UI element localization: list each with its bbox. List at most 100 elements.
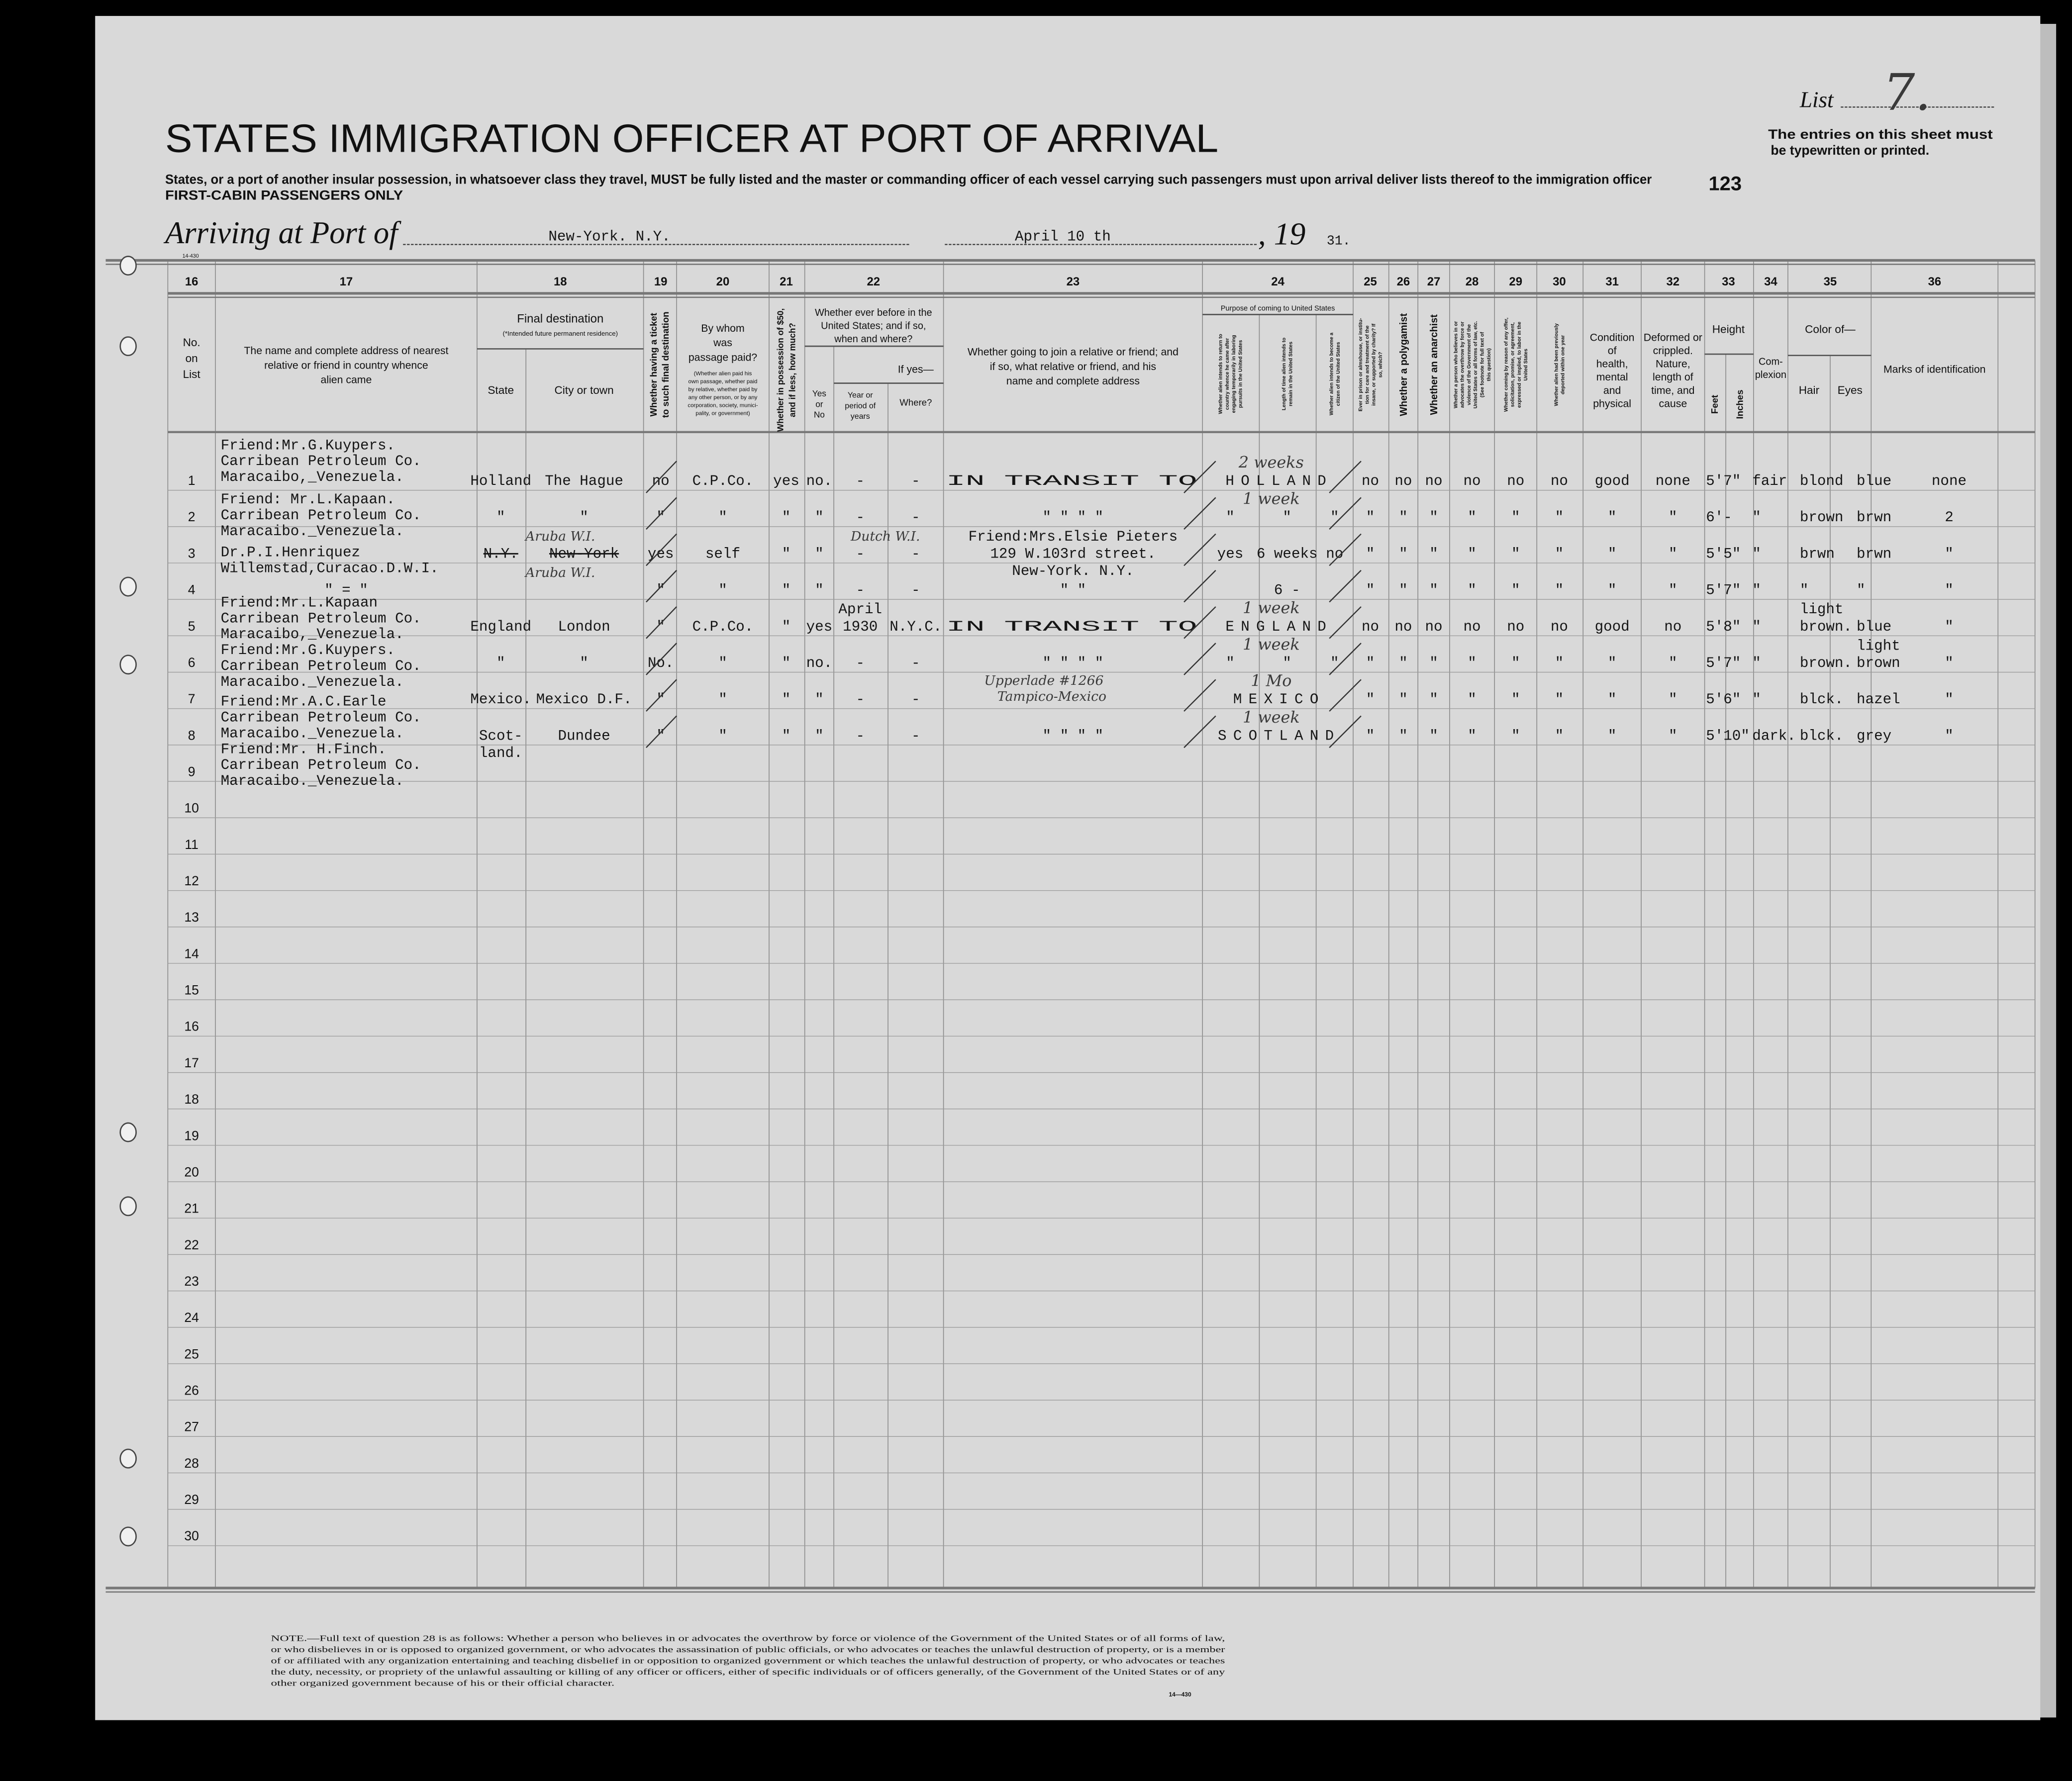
handwritten-note: 1 week [1243, 598, 1300, 617]
row-number: 10 [184, 801, 199, 816]
row-number: 14 [184, 946, 199, 961]
address-line: Friend:Mr. H.Finch. [221, 741, 387, 757]
header-labor-offer: solicitation, promise, or agreement, [1510, 322, 1516, 407]
header-eyes: Eyes [1838, 384, 1863, 396]
header-deformed: Deformed or [1644, 332, 1702, 344]
class-label: FIRST-CABIN PASSENGERS ONLY [165, 187, 403, 202]
column-number: 22 [867, 275, 880, 288]
passenger-rows: 1234567891011121314151617181920212223242… [184, 437, 1967, 1543]
cell-c19: " [656, 619, 665, 635]
cell-hair: " [1800, 582, 1809, 599]
cell-c26: " [1399, 582, 1408, 599]
row-number: 13 [184, 910, 199, 925]
cell-c22-where: - [911, 582, 920, 599]
cell-c25: no [1362, 619, 1379, 635]
header-deformed: crippled. [1653, 345, 1693, 357]
cell-hair: brown [1800, 509, 1844, 526]
cell-c25: " [1366, 546, 1375, 562]
cell-c22-year: - [856, 473, 865, 489]
cell-c22-year: - [856, 728, 865, 744]
cell-c30: " [1555, 509, 1564, 526]
row-number: 1 [188, 473, 196, 488]
cell-c20: " [718, 691, 727, 708]
destination-country: MEXICO [1233, 691, 1325, 708]
address-line: Friend:Mr.A.C.Earle [221, 694, 387, 710]
cell-city: The Hague [545, 473, 623, 489]
cell-c22-where: - [911, 655, 920, 671]
cell-c28: " [1468, 728, 1477, 744]
cell-c20: C.P.Co. [692, 473, 754, 489]
address-line: Dr.P.I.Henriquez [221, 544, 360, 561]
cell-c27: no [1425, 619, 1443, 635]
cell-c27: " [1429, 655, 1438, 671]
cell-eyes: blue [1857, 619, 1891, 635]
cell-c27: " [1429, 582, 1438, 599]
check-mark-icon [1184, 643, 1216, 675]
punch-hole-icon [119, 1122, 137, 1142]
footnote-line: other organized government because of hi… [271, 1679, 615, 1688]
cell-c22-year: April [838, 601, 882, 618]
cell-c20: " [718, 728, 727, 744]
header-join-relative: name and complete address [1006, 375, 1140, 387]
cell-marks: " [1945, 619, 1954, 635]
cell-c26: " [1399, 691, 1408, 708]
address-line: Carribean Petroleum Co. [221, 507, 421, 524]
row-number: 9 [188, 764, 196, 779]
cell-hair: blck. [1800, 728, 1844, 744]
header-ticket: to such final destination [660, 311, 671, 418]
header-citizen: Whether alien intends to become a [1329, 332, 1335, 415]
column-number: 18 [554, 275, 567, 288]
cell-c22-where: - [911, 691, 920, 708]
handwritten-note: Aruba W.I. [524, 565, 595, 580]
cell-c22-year: - [856, 582, 865, 599]
cell-c22-yn: " [815, 582, 824, 599]
check-mark-icon [1329, 497, 1362, 530]
cell-hair: blck. [1800, 691, 1844, 708]
header-yes-no: No [814, 410, 825, 420]
row-number: 30 [184, 1528, 199, 1543]
column-number: 32 [1667, 275, 1680, 288]
row-number: 6 [188, 655, 196, 670]
cell-marks: " [1945, 655, 1954, 671]
cell-state: Holland [470, 473, 531, 489]
cell-c27: no [1425, 473, 1443, 489]
cell-marks: " [1945, 728, 1954, 744]
cell-c25: " [1366, 582, 1375, 599]
cell-height: 5'5" [1706, 546, 1741, 562]
header-fifty-dollars: Whether in possession of $50, [776, 308, 786, 432]
cell-c20: " [718, 582, 727, 599]
header-state: State [488, 384, 514, 396]
header-color-of: Color of— [1805, 323, 1856, 336]
header-height: Height [1712, 323, 1745, 336]
cell-c29: " [1511, 655, 1520, 671]
column-number: 26 [1397, 275, 1410, 288]
header-before-in-us: United States; and if so, [821, 321, 926, 332]
cell-c21: " [782, 582, 791, 599]
punch-hole-icon [119, 1196, 137, 1217]
header-deformed: time, and [1651, 384, 1694, 396]
header-join-relative: Whether going to join a relative or frie… [968, 346, 1179, 358]
header-no-on-list: on [186, 352, 198, 365]
handwritten-note: 1 Mo [1251, 671, 1291, 690]
row-number: 21 [184, 1201, 199, 1216]
header-ticket: Whether having a ticket [648, 313, 659, 417]
header-polygamist: Whether a polygamist [1398, 313, 1409, 416]
cell-state: " [496, 509, 505, 526]
cell-c25: " [1366, 691, 1375, 708]
check-mark-icon [646, 569, 677, 603]
header-passage-paid: By whom [701, 322, 744, 334]
address-line: Carribean Petroleum Co. [221, 757, 421, 773]
cell-city: London [558, 619, 610, 635]
cell-complexion: dark. [1752, 728, 1796, 744]
header-purpose: Purpose of coming to United States [1221, 304, 1335, 312]
check-mark-icon [1329, 461, 1362, 493]
cell-c32: no [1664, 619, 1681, 635]
cell-hair: blond [1800, 473, 1844, 489]
cell-c21: " [782, 546, 791, 562]
cell-c24-length: " [1283, 655, 1291, 671]
address-line: Friend:Mr.G.Kuypers. [221, 642, 395, 658]
cell-c28: no [1464, 619, 1481, 635]
column-number: 34 [1764, 275, 1777, 288]
cell-height: 5'7" [1706, 582, 1741, 599]
cell-height: 5'8" [1706, 619, 1741, 635]
